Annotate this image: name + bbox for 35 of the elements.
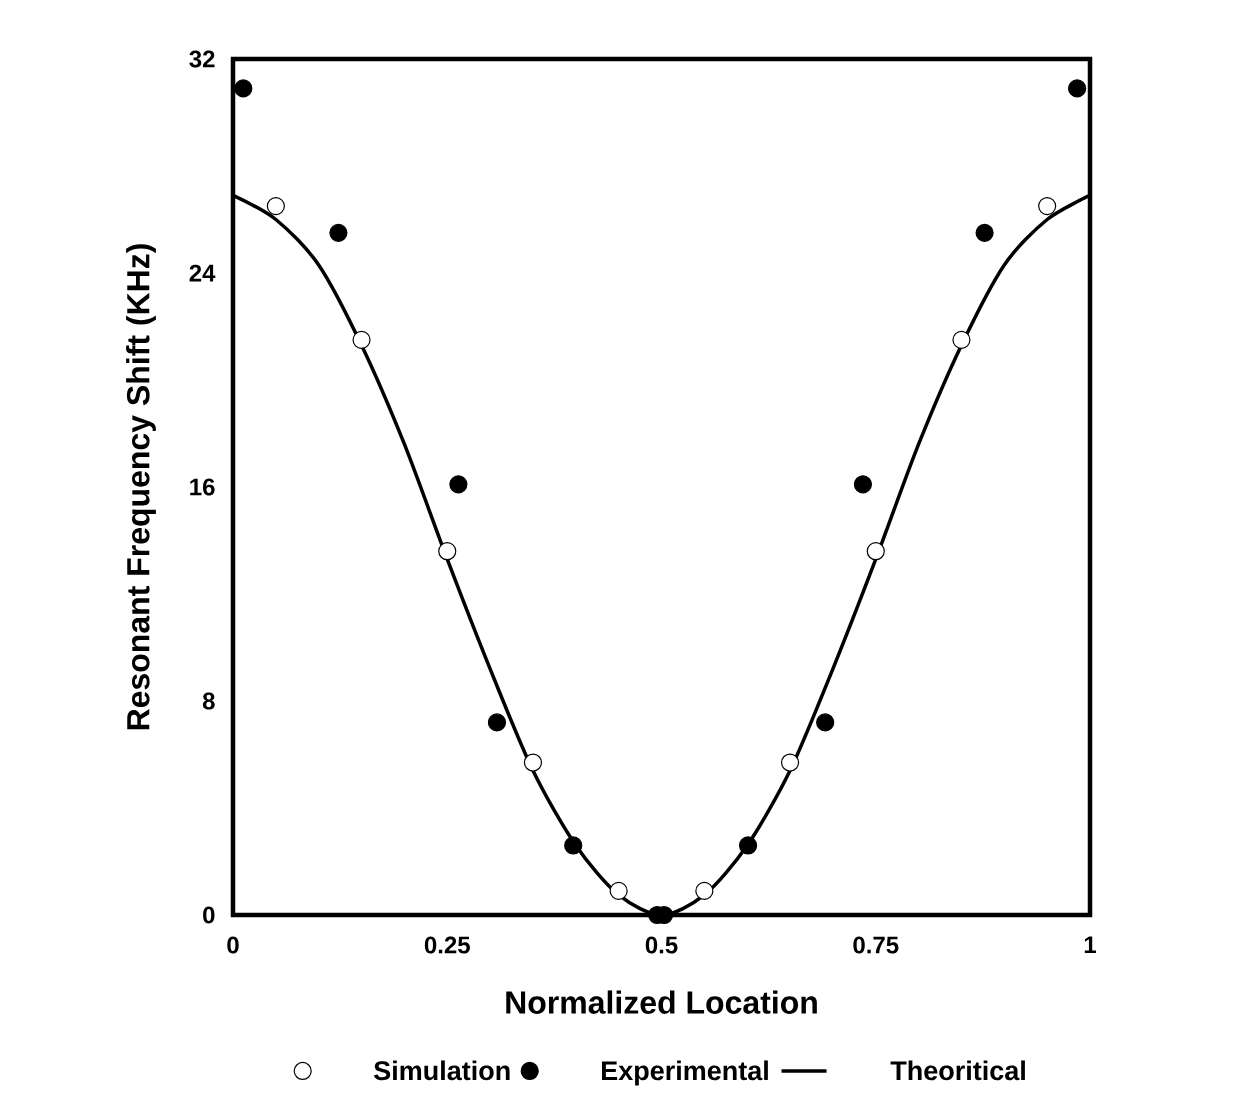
point: [695, 881, 714, 901]
point: [1068, 79, 1087, 98]
y-tick-label: 32: [189, 50, 215, 68]
y-tick-label: 24: [189, 264, 216, 282]
point: [234, 79, 253, 98]
y-tick-label: 16: [190, 478, 215, 496]
x-tick-label: 1: [1084, 936, 1096, 954]
point: [449, 475, 468, 494]
point: [780, 753, 800, 772]
point: [816, 713, 835, 732]
x-axis-title: Normalized Location: [506, 990, 817, 1014]
point: [866, 542, 885, 561]
y-axis-title: Resonant Frequency Shift (KHz): [126, 244, 156, 730]
x-tick-label: 0.5: [645, 936, 678, 954]
legend-label: Experimental: [602, 1060, 768, 1086]
point: [952, 330, 971, 349]
legend-label: Simulation: [373, 1060, 510, 1081]
point: [609, 881, 628, 901]
point: [564, 836, 583, 855]
point: [438, 542, 457, 561]
point: [853, 475, 872, 494]
legend-label: Theoritical: [890, 1060, 1025, 1081]
point: [352, 330, 371, 349]
point: [738, 836, 758, 855]
x-tick-label: 0.25: [424, 936, 470, 954]
y-tick-label: 8: [202, 692, 215, 710]
x-tick-label: 0: [227, 936, 239, 954]
point: [523, 753, 543, 772]
point: [975, 223, 994, 242]
point: [329, 223, 348, 242]
point: [1038, 197, 1057, 216]
point: [487, 713, 507, 732]
x-tick-label: 0.75: [853, 936, 899, 954]
y-tick-label: 0: [203, 906, 215, 924]
point: [266, 197, 285, 216]
